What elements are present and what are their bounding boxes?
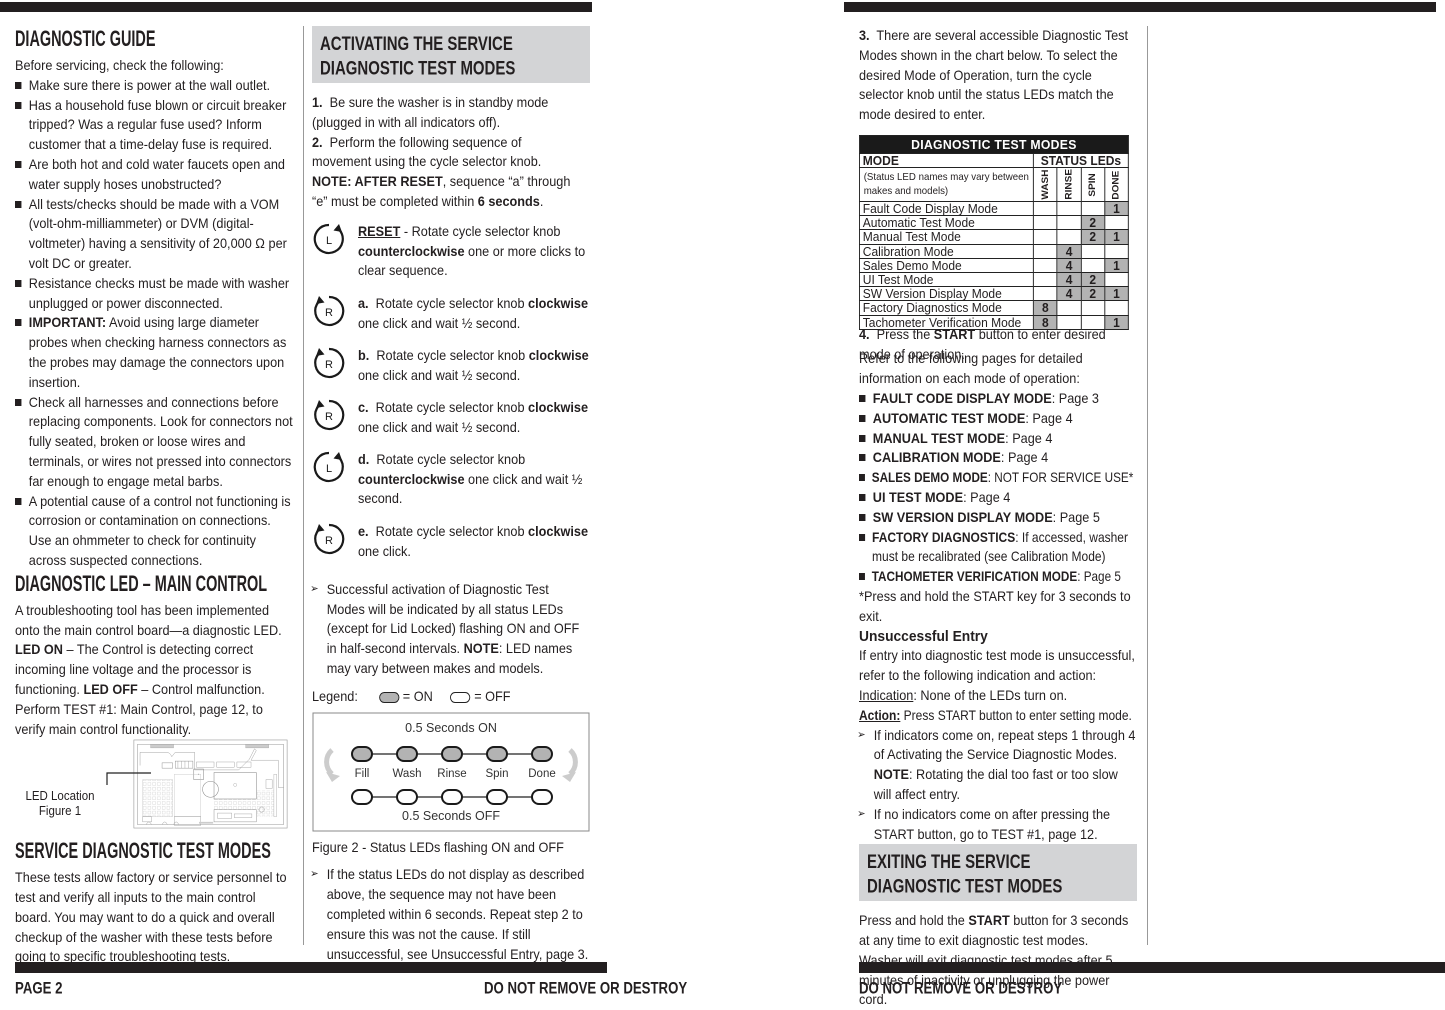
svg-text:Spin: Spin bbox=[485, 768, 508, 780]
svg-text:R: R bbox=[325, 411, 333, 423]
svg-text:Rinse: Rinse bbox=[437, 768, 466, 780]
svg-text:0.5 Seconds OFF: 0.5 Seconds OFF bbox=[402, 809, 500, 823]
svg-text:Fill: Fill bbox=[355, 768, 370, 780]
svg-text:L: L bbox=[326, 463, 332, 475]
svg-text:Wash: Wash bbox=[393, 768, 422, 780]
svg-text:R: R bbox=[325, 307, 333, 319]
svg-text:Done: Done bbox=[528, 768, 556, 780]
svg-text:R: R bbox=[325, 359, 333, 371]
svg-text:R: R bbox=[325, 535, 333, 547]
svg-text:L: L bbox=[326, 235, 332, 247]
svg-text:0.5 Seconds ON: 0.5 Seconds ON bbox=[405, 721, 497, 735]
